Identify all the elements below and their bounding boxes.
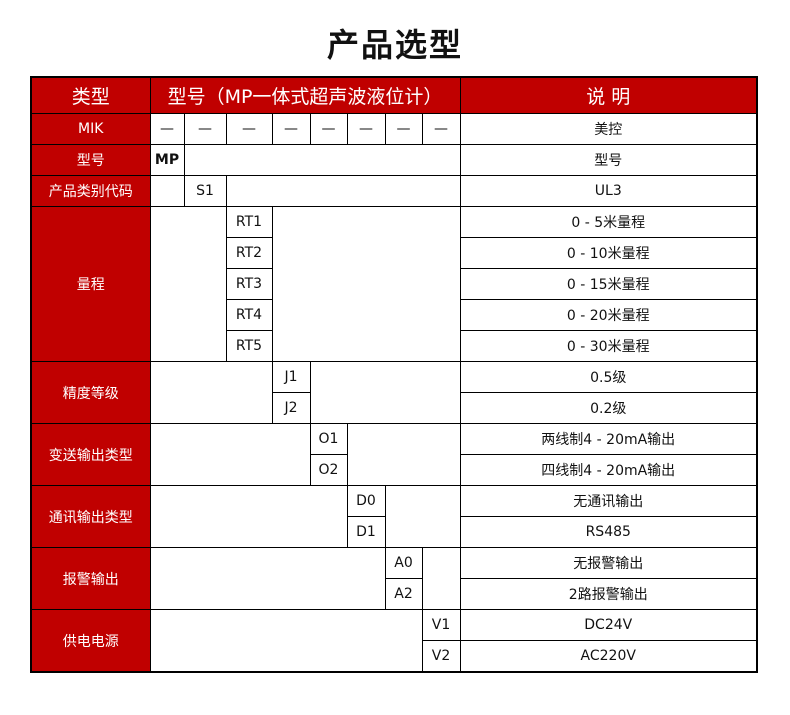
table-row: MIK — — — — — — — — 美控 xyxy=(30,113,758,145)
table-row: RT5 0 - 30米量程 xyxy=(31,330,758,362)
row-label: 报警输出 xyxy=(30,547,151,610)
table-row: 通讯输出类型 D0 无通讯输出 xyxy=(30,485,758,548)
row-label: 精度等级 xyxy=(30,361,151,424)
dash: — xyxy=(149,113,185,145)
selection-table: 类型 型号（MP一体式超声波液位计） 说 明 MIK — — — — — — —… xyxy=(30,76,758,673)
empty-cell xyxy=(149,609,423,673)
empty-cell xyxy=(271,206,461,362)
row-desc: 0 - 5米量程 xyxy=(459,206,758,238)
table-row: D1 RS485 xyxy=(31,516,758,548)
row-desc: 0 - 30米量程 xyxy=(459,330,758,362)
code-cell: D1 xyxy=(346,516,386,548)
table-row: RT4 0 - 20米量程 xyxy=(31,299,758,331)
code-cell: RT1 xyxy=(225,206,273,238)
empty-cell xyxy=(149,485,348,548)
code-cell: RT2 xyxy=(225,237,273,269)
code-cell: J2 xyxy=(271,392,311,424)
row-desc: DC24V xyxy=(459,609,758,641)
header-row: 类型 型号（MP一体式超声波液位计） 说 明 xyxy=(30,76,758,114)
empty-cell xyxy=(149,206,227,362)
table-row: 精度等级 J1 0.5级 xyxy=(30,361,758,424)
empty-cell xyxy=(225,175,461,207)
empty-cell xyxy=(149,361,273,424)
table-row: O2 四线制4 - 20mA输出 xyxy=(31,454,758,486)
empty-cell xyxy=(421,547,461,610)
row-desc: 0.5级 xyxy=(459,361,758,393)
table-row: 报警输出 A0 无报警输出 xyxy=(30,547,758,610)
page-title: 产品选型 xyxy=(326,26,463,64)
dash: — xyxy=(421,113,461,145)
row-desc: 型号 xyxy=(459,144,758,176)
row-label: 产品类别代码 xyxy=(30,175,151,207)
dash: — xyxy=(384,113,423,145)
row-label: 量程 xyxy=(30,206,151,362)
table-row: 型号 MP 型号 xyxy=(30,144,758,176)
code-cell: O1 xyxy=(309,423,348,455)
table-row: 供电电源 V1 DC24V xyxy=(30,609,758,673)
table-row: 量程 RT1 0 - 5米量程 xyxy=(30,206,758,362)
row-desc: 无通讯输出 xyxy=(459,485,758,517)
code-cell: RT4 xyxy=(225,299,273,331)
table-row: J2 0.2级 xyxy=(31,392,758,424)
table-row: 产品类别代码 S1 UL3 xyxy=(30,175,758,207)
row-label: 型号 xyxy=(30,144,151,176)
dash: — xyxy=(271,113,311,145)
empty-cell xyxy=(149,175,185,207)
code-cell: RT3 xyxy=(225,268,273,300)
dash: — xyxy=(183,113,227,145)
code-cell: D0 xyxy=(346,485,386,517)
row-desc: RS485 xyxy=(459,516,758,548)
row-desc: AC220V xyxy=(459,640,758,673)
code-cell: A2 xyxy=(384,578,423,610)
header-type: 类型 xyxy=(30,76,151,114)
row-label: MIK xyxy=(30,113,151,145)
header-desc: 说 明 xyxy=(459,76,758,114)
empty-cell xyxy=(384,485,461,548)
row-desc: 美控 xyxy=(459,113,758,145)
code-cell: V2 xyxy=(421,640,461,673)
row-desc: 无报警输出 xyxy=(459,547,758,579)
row-desc: 0 - 10米量程 xyxy=(459,237,758,269)
row-desc: 2路报警输出 xyxy=(459,578,758,610)
code-cell: V1 xyxy=(421,609,461,641)
row-desc: 四线制4 - 20mA输出 xyxy=(459,454,758,486)
empty-cell xyxy=(346,423,461,486)
table-row: RT3 0 - 15米量程 xyxy=(31,268,758,300)
empty-cell xyxy=(183,144,461,176)
code-cell: A0 xyxy=(384,547,423,579)
dash: — xyxy=(346,113,386,145)
dash: — xyxy=(309,113,348,145)
empty-cell xyxy=(149,547,386,610)
header-model: 型号（MP一体式超声波液位计） xyxy=(149,76,461,114)
table-row: 变送输出类型 O1 两线制4 - 20mA输出 xyxy=(30,423,758,486)
row-desc: 0 - 20米量程 xyxy=(459,299,758,331)
code-cell: MP xyxy=(149,144,185,176)
empty-cell xyxy=(149,423,311,486)
row-desc: 0.2级 xyxy=(459,392,758,424)
code-cell: S1 xyxy=(183,175,227,207)
row-label: 供电电源 xyxy=(30,609,151,673)
table-row: RT2 0 - 10米量程 xyxy=(31,237,758,269)
dash: — xyxy=(225,113,273,145)
empty-cell xyxy=(309,361,461,424)
row-desc: 两线制4 - 20mA输出 xyxy=(459,423,758,455)
code-cell: J1 xyxy=(271,361,311,393)
table-row: A2 2路报警输出 xyxy=(31,578,758,610)
table-row: V2 AC220V xyxy=(31,640,758,673)
row-label: 变送输出类型 xyxy=(30,423,151,486)
row-desc: 0 - 15米量程 xyxy=(459,268,758,300)
code-cell: O2 xyxy=(309,454,348,486)
code-cell: RT5 xyxy=(225,330,273,362)
row-label: 通讯输出类型 xyxy=(30,485,151,548)
row-desc: UL3 xyxy=(459,175,758,207)
